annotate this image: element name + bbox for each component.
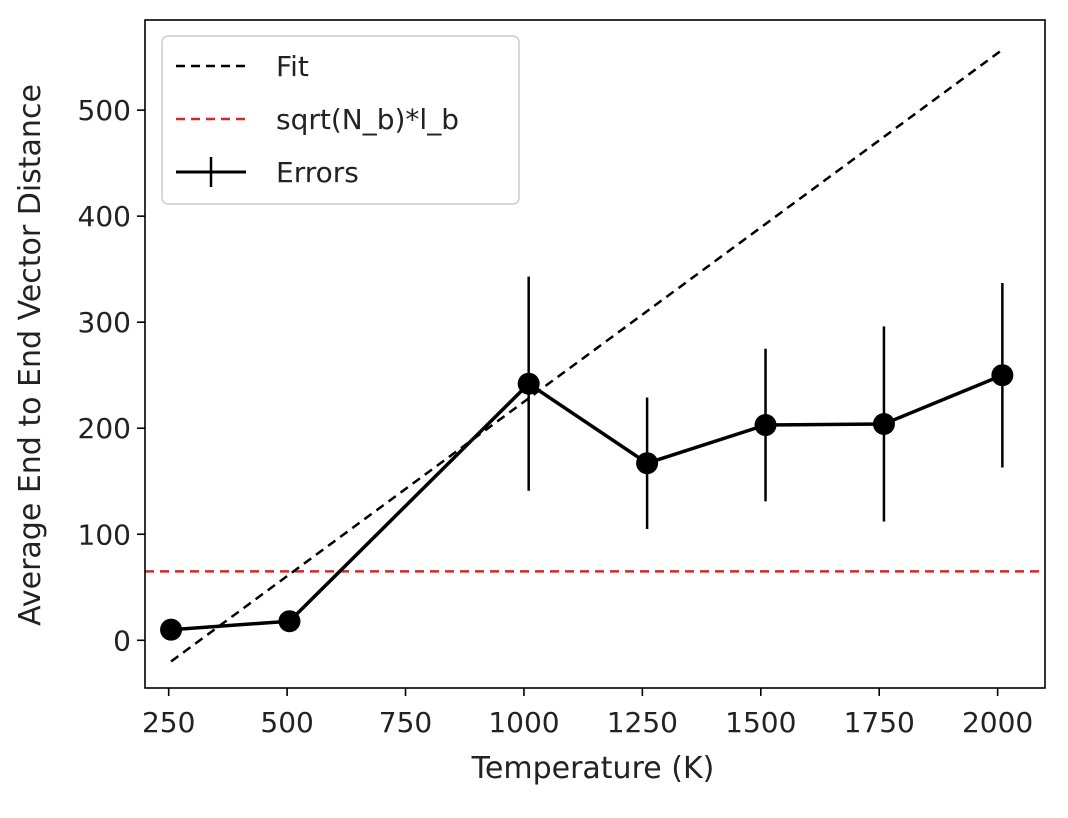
x-tick-label: 1750 [844, 706, 915, 739]
series-fit-line [170, 48, 1004, 663]
legend-errors-label: Errors [276, 156, 359, 189]
x-tick-label: 1000 [488, 706, 559, 739]
data-point-6 [991, 364, 1014, 387]
series-errors-line [170, 373, 1004, 632]
legend: Fit sqrt(N_b)*l_b Errors [161, 35, 520, 205]
x-ticks: 250 500 750 1000 1250 1500 1750 2000 [142, 688, 1033, 739]
x-tick-label: 1500 [725, 706, 796, 739]
y-tick-label: 0 [113, 624, 131, 657]
y-tick-label: 300 [78, 306, 131, 339]
x-axis-label: Temperature (K) [471, 751, 715, 786]
data-point-4 [754, 414, 777, 437]
x-tick-label: 500 [260, 706, 313, 739]
legend-fit-label: Fit [276, 50, 309, 83]
plot-layer [145, 48, 1045, 663]
x-tick-label: 1250 [607, 706, 678, 739]
y-tick-label: 500 [78, 94, 131, 127]
plot-frame [144, 19, 1046, 689]
y-tick-label: 200 [78, 412, 131, 445]
y-axis-label: Average End to End Vector Distance [13, 84, 48, 626]
data-point-5 [872, 412, 895, 435]
data-point-2 [517, 372, 540, 395]
y-ticks: 0 100 200 300 400 500 [78, 94, 145, 657]
x-tick-label: 250 [142, 706, 195, 739]
legend-sqrt-label: sqrt(N_b)*l_b [276, 103, 459, 136]
data-point-0 [160, 618, 183, 641]
x-tick-label: 2000 [962, 706, 1033, 739]
legend-box [161, 35, 520, 205]
data-point-3 [636, 452, 659, 475]
x-tick-label: 750 [379, 706, 432, 739]
y-tick-label: 100 [78, 518, 131, 551]
data-point-1 [278, 610, 301, 633]
y-tick-label: 400 [78, 200, 131, 233]
